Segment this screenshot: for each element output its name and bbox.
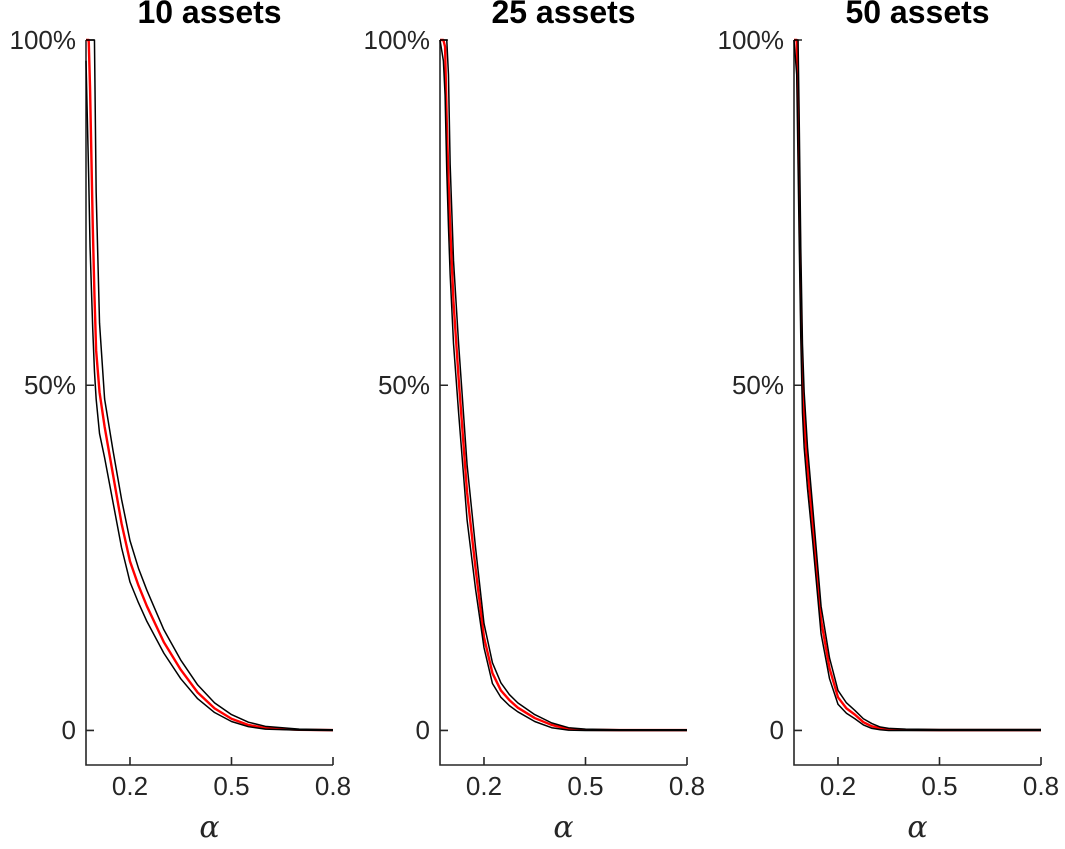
- ytick-label-0: 0: [769, 715, 784, 746]
- ytick-label-50: 50%: [731, 370, 784, 401]
- xtick-label-02: 0.2: [111, 771, 149, 801]
- xtick-label-05: 0.5: [213, 771, 250, 801]
- curve-center-red-line-panel-2: [794, 38, 1041, 732]
- x-axis-label-alpha: α: [907, 810, 928, 845]
- curve-lower-black-band-panel-1: [439, 39, 687, 732]
- ytick-label-0: 0: [415, 715, 430, 746]
- x-axis-label-alpha: α: [199, 810, 220, 845]
- ytick-label-100: 100%: [363, 25, 431, 55]
- axis-ticks-panel-0: [86, 39, 334, 765]
- axis-spines-panel-2: [793, 40, 1041, 766]
- xtick-label-08: 0.8: [314, 771, 352, 801]
- curve-lower-black-band-panel-2: [793, 39, 1041, 732]
- ytick-label-100: 100%: [9, 25, 77, 55]
- curve-center-red-line-panel-0: [86, 38, 334, 732]
- axis-ticks-panel-1: [440, 39, 688, 765]
- curve-upper-black-band-panel-2: [794, 39, 1041, 731]
- panel-title-10-assets: 10 assets: [137, 0, 282, 30]
- xtick-label-02: 0.2: [465, 771, 503, 801]
- panel-title-50-assets: 50 assets: [845, 0, 990, 30]
- curve-upper-black-band-panel-1: [440, 39, 687, 731]
- axis-spines-panel-1: [439, 40, 687, 766]
- panel-title-25-assets: 25 assets: [491, 0, 636, 30]
- axis-spines-panel-0: [85, 40, 333, 766]
- xtick-label-05: 0.5: [567, 771, 604, 801]
- xtick-label-05: 0.5: [921, 771, 958, 801]
- xtick-label-02: 0.2: [819, 771, 857, 801]
- curve-center-red-line-panel-1: [440, 38, 687, 732]
- x-axis-label-alpha: α: [553, 810, 574, 845]
- curve-lower-black-band-panel-0: [85, 60, 334, 732]
- curve-upper-black-band-panel-0: [86, 39, 334, 731]
- ytick-label-50: 50%: [377, 370, 430, 401]
- ytick-label-50: 50%: [23, 370, 76, 401]
- axis-ticks-panel-2: [794, 39, 1042, 765]
- xtick-label-08: 0.8: [668, 771, 706, 801]
- xtick-label-08: 0.8: [1022, 771, 1060, 801]
- ytick-label-100: 100%: [717, 25, 785, 55]
- ytick-label-0: 0: [61, 715, 76, 746]
